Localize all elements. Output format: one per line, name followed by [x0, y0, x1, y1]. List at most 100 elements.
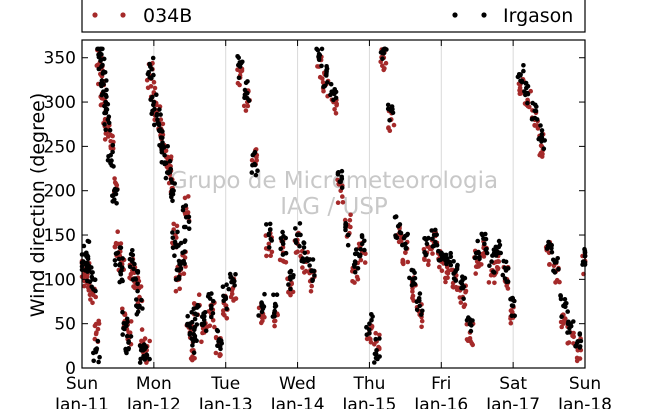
- point-irgason: [426, 235, 431, 241]
- point-irgason: [559, 314, 564, 320]
- point-034b: [158, 117, 164, 122]
- point-034b: [508, 320, 514, 326]
- point-034b: [147, 338, 152, 344]
- point-irgason: [455, 262, 460, 268]
- point-irgason: [419, 312, 424, 317]
- point-034b: [494, 259, 499, 265]
- point-irgason: [202, 310, 208, 315]
- point-irgason: [475, 238, 481, 244]
- point-034b: [538, 150, 544, 156]
- point-irgason: [573, 344, 578, 349]
- point-irgason: [310, 257, 316, 262]
- point-irgason: [487, 263, 492, 269]
- point-034b: [88, 297, 93, 302]
- point-irgason: [220, 284, 226, 290]
- watermark-line-1: Grupo de Micrometeorologia: [170, 168, 498, 194]
- point-irgason: [151, 72, 156, 78]
- point-034b: [377, 332, 382, 338]
- point-irgason: [288, 286, 293, 292]
- point-irgason: [444, 261, 449, 267]
- x-tick-label-date: Jan-15: [341, 395, 396, 409]
- x-tick-label-date: Jan-13: [198, 395, 253, 409]
- point-irgason: [96, 66, 102, 72]
- point-034b: [110, 133, 115, 139]
- point-irgason: [353, 247, 359, 252]
- point-irgason: [170, 198, 175, 204]
- point-irgason: [194, 322, 200, 327]
- point-irgason: [580, 262, 585, 267]
- point-irgason: [302, 250, 308, 256]
- point-034b: [340, 194, 345, 199]
- point-irgason: [132, 261, 137, 267]
- point-irgason: [103, 93, 109, 98]
- point-irgason: [537, 135, 542, 141]
- legend-label-034b: 034B: [143, 5, 192, 27]
- point-irgason: [565, 309, 570, 314]
- point-034b: [228, 294, 234, 300]
- point-irgason: [119, 265, 125, 270]
- point-irgason: [539, 139, 544, 144]
- point-irgason: [186, 226, 192, 231]
- y-tick-label: 0: [65, 359, 76, 379]
- point-irgason: [500, 272, 506, 278]
- point-irgason: [416, 298, 421, 303]
- point-034b: [245, 103, 251, 109]
- point-034b: [171, 221, 176, 227]
- point-irgason: [491, 269, 496, 275]
- point-irgason: [89, 270, 95, 276]
- point-irgason: [209, 306, 214, 311]
- point-irgason: [534, 104, 539, 109]
- point-irgason: [339, 185, 345, 190]
- point-034b: [444, 270, 450, 275]
- point-irgason: [312, 273, 317, 278]
- point-irgason: [328, 81, 334, 87]
- point-irgason: [345, 242, 351, 248]
- point-034b: [538, 143, 544, 148]
- point-034b: [410, 289, 415, 294]
- point-034b: [559, 324, 564, 330]
- point-irgason: [565, 330, 570, 335]
- point-irgason: [149, 66, 154, 72]
- point-irgason: [154, 92, 159, 97]
- point-irgason: [164, 170, 170, 175]
- point-irgason: [175, 229, 180, 235]
- point-034b: [131, 284, 136, 289]
- x-tick-label-day: Sun: [569, 374, 601, 394]
- point-irgason: [280, 252, 286, 257]
- point-irgason: [95, 46, 100, 52]
- y-axis: 0 50 100 150 200 250 300 350: [44, 49, 585, 379]
- point-irgason: [209, 314, 214, 320]
- point-034b: [239, 68, 245, 73]
- point-034b: [128, 271, 134, 277]
- point-irgason: [211, 298, 216, 304]
- point-irgason: [339, 174, 345, 180]
- point-034b: [221, 308, 226, 313]
- point-irgason: [539, 132, 545, 137]
- point-034b: [118, 241, 124, 246]
- point-034b: [160, 121, 166, 127]
- point-irgason: [566, 319, 571, 325]
- point-irgason: [191, 350, 197, 356]
- point-irgason: [369, 317, 374, 323]
- point-irgason: [460, 277, 465, 283]
- point-irgason: [148, 97, 153, 102]
- point-irgason: [209, 291, 214, 296]
- point-irgason: [333, 95, 339, 101]
- point-irgason: [186, 219, 192, 225]
- point-034b: [264, 253, 269, 259]
- point-irgason: [95, 338, 101, 344]
- point-irgason: [159, 160, 165, 165]
- point-irgason: [389, 104, 395, 109]
- point-irgason: [173, 277, 179, 282]
- point-irgason: [519, 78, 525, 84]
- point-irgason: [182, 249, 187, 254]
- point-irgason: [145, 71, 151, 77]
- point-irgason: [125, 319, 130, 325]
- y-tick-label: 350: [44, 49, 76, 69]
- point-irgason: [482, 241, 487, 247]
- point-irgason: [297, 221, 303, 226]
- plot-frame: [81, 39, 586, 369]
- point-irgason: [203, 328, 209, 334]
- point-irgason: [81, 243, 87, 249]
- point-034b: [437, 264, 442, 270]
